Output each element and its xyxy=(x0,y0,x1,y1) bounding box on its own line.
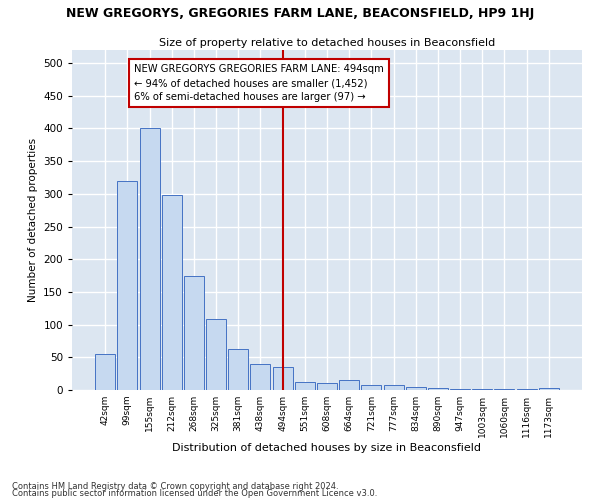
Bar xyxy=(383,386,404,390)
Bar xyxy=(118,181,137,390)
Bar xyxy=(406,388,426,390)
Bar xyxy=(339,380,359,390)
Y-axis label: Number of detached properties: Number of detached properties xyxy=(28,138,38,302)
Bar xyxy=(140,128,160,390)
Bar xyxy=(361,385,382,390)
Bar xyxy=(472,388,492,390)
Text: Contains public sector information licensed under the Open Government Licence v3: Contains public sector information licen… xyxy=(12,489,377,498)
Bar xyxy=(450,388,470,390)
X-axis label: Distribution of detached houses by size in Beaconsfield: Distribution of detached houses by size … xyxy=(173,442,482,452)
Bar xyxy=(428,388,448,390)
Bar xyxy=(539,388,559,390)
Bar xyxy=(162,195,182,390)
Title: Size of property relative to detached houses in Beaconsfield: Size of property relative to detached ho… xyxy=(159,38,495,48)
Bar xyxy=(206,320,226,390)
Text: NEW GREGORYS GREGORIES FARM LANE: 494sqm
← 94% of detached houses are smaller (1: NEW GREGORYS GREGORIES FARM LANE: 494sqm… xyxy=(134,64,384,102)
Bar xyxy=(184,276,204,390)
Bar xyxy=(272,367,293,390)
Bar xyxy=(95,354,115,390)
Bar xyxy=(228,350,248,390)
Text: NEW GREGORYS, GREGORIES FARM LANE, BEACONSFIELD, HP9 1HJ: NEW GREGORYS, GREGORIES FARM LANE, BEACO… xyxy=(66,8,534,20)
Bar xyxy=(317,384,337,390)
Bar xyxy=(250,364,271,390)
Bar xyxy=(295,382,315,390)
Text: Contains HM Land Registry data © Crown copyright and database right 2024.: Contains HM Land Registry data © Crown c… xyxy=(12,482,338,491)
